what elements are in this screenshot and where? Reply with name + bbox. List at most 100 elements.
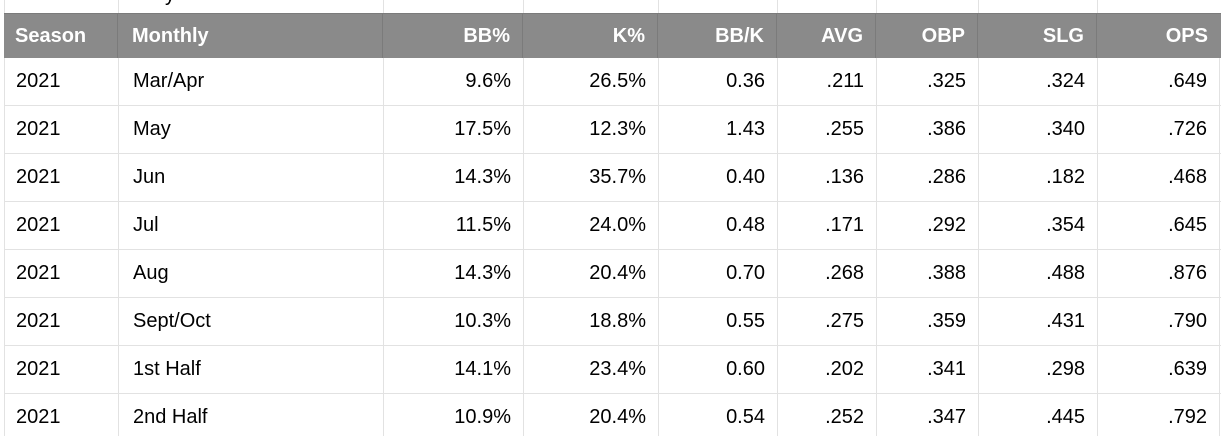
cell-bb_pct: 17.5% xyxy=(383,106,523,153)
clipped-cell xyxy=(118,0,383,13)
cell-ops: .876 xyxy=(1097,250,1220,297)
cell-bb_pct: 14.1% xyxy=(383,346,523,393)
cell-season: 2021 xyxy=(4,154,118,201)
cell-k_pct: 35.7% xyxy=(523,154,658,201)
cell-bb_k: 0.55 xyxy=(658,298,777,345)
clipped-cell xyxy=(4,0,118,13)
cell-slg: .182 xyxy=(978,154,1097,201)
cell-season: 2021 xyxy=(4,394,118,436)
cell-k_pct: 26.5% xyxy=(523,58,658,105)
cell-season: 2021 xyxy=(4,250,118,297)
cell-monthly: Jun xyxy=(118,154,383,201)
cell-bb_k: 0.70 xyxy=(658,250,777,297)
table-row: 2021 Sept/Oct 10.3% 18.8% 0.55.275.359.431.7… xyxy=(4,298,1221,346)
cell-ops: .726 xyxy=(1097,106,1220,153)
cell-ops: .790 xyxy=(1097,298,1220,345)
cell-monthly: 1st Half xyxy=(118,346,383,393)
cell-obp: .388 xyxy=(876,250,978,297)
table-row: 2021 2nd Half 10.9% 20.4% 0.54.252.347.445.7… xyxy=(4,394,1221,436)
cell-avg: .255 xyxy=(777,106,876,153)
cell-monthly: Sept/Oct xyxy=(118,298,383,345)
cell-obp: .286 xyxy=(876,154,978,201)
table-row: 2021 Mar/Apr 9.6% 26.5% 0.36.211.325.324.649 xyxy=(4,58,1221,106)
clipped-cell xyxy=(876,0,978,13)
header-cell-monthly[interactable]: Monthly xyxy=(118,14,383,58)
table-header-row: Season Monthly BB% K% BB/K AVG OBP SLG OPS xyxy=(4,13,1221,58)
table-body: 2021 Mar/Apr 9.6% 26.5% 0.36.211.325.324.649… xyxy=(4,58,1221,436)
cell-bb_pct: 14.3% xyxy=(383,154,523,201)
cell-k_pct: 18.8% xyxy=(523,298,658,345)
cell-slg: .354 xyxy=(978,202,1097,249)
clipped-cell xyxy=(1097,0,1220,13)
header-cell-bb_pct[interactable]: BB% xyxy=(383,14,523,58)
cell-monthly: Aug xyxy=(118,250,383,297)
cell-slg: .431 xyxy=(978,298,1097,345)
cell-bb_k: 0.60 xyxy=(658,346,777,393)
cell-k_pct: 12.3% xyxy=(523,106,658,153)
cell-bb_k: 0.54 xyxy=(658,394,777,436)
cell-k_pct: 23.4% xyxy=(523,346,658,393)
clipped-text-fragment: y xyxy=(165,0,175,7)
clipped-cell xyxy=(658,0,777,13)
cell-monthly: Mar/Apr xyxy=(118,58,383,105)
header-cell-ops[interactable]: OPS xyxy=(1165,24,1208,47)
cell-season: 2021 xyxy=(4,346,118,393)
header-cell-obp[interactable]: OBP xyxy=(876,14,978,58)
header-cell-slg[interactable]: SLG xyxy=(978,14,1097,58)
cell-bb_pct: 10.9% xyxy=(383,394,523,436)
table-row: 2021 Jun 14.3% 35.7% 0.40.136.286.182.468 xyxy=(4,154,1221,202)
clipped-cell xyxy=(523,0,658,13)
table-row: 2021 1st Half 14.1% 23.4% 0.60.202.341.298.6… xyxy=(4,346,1221,394)
header-cell-season[interactable]: Season xyxy=(4,14,118,58)
clipped-cell xyxy=(978,0,1097,13)
cell-bb_k: 0.48 xyxy=(658,202,777,249)
cell-bb_k: 1.43 xyxy=(658,106,777,153)
table-row: 2021 May 17.5% 12.3% 1.43.255.386.340.726 xyxy=(4,106,1221,154)
header-cell-k_pct[interactable]: K% xyxy=(523,14,658,58)
cell-season: 2021 xyxy=(4,58,118,105)
cell-bb_pct: 9.6% xyxy=(383,58,523,105)
cell-avg: .211 xyxy=(777,58,876,105)
header-cell-bb_k[interactable]: BB/K xyxy=(658,14,777,58)
cell-bb_k: 0.36 xyxy=(658,58,777,105)
cell-avg: .171 xyxy=(777,202,876,249)
cell-slg: .324 xyxy=(978,58,1097,105)
cell-ops: .649 xyxy=(1097,58,1220,105)
cell-avg: .252 xyxy=(777,394,876,436)
cell-obp: .347 xyxy=(876,394,978,436)
cell-monthly: 2nd Half xyxy=(118,394,383,436)
header-cell-avg[interactable]: AVG xyxy=(777,14,876,58)
cell-k_pct: 20.4% xyxy=(523,250,658,297)
table-row: 2021 Jul 11.5% 24.0% 0.48.171.292.354.645 xyxy=(4,202,1221,250)
cell-obp: .386 xyxy=(876,106,978,153)
cell-avg: .268 xyxy=(777,250,876,297)
cell-bb_pct: 11.5% xyxy=(383,202,523,249)
cell-bb_k: 0.40 xyxy=(658,154,777,201)
cell-ops: .645 xyxy=(1097,202,1220,249)
cell-slg: .298 xyxy=(978,346,1097,393)
cell-obp: .325 xyxy=(876,58,978,105)
cell-ops: .468 xyxy=(1097,154,1220,201)
cell-avg: .136 xyxy=(777,154,876,201)
clipped-cell xyxy=(777,0,876,13)
cell-slg: .488 xyxy=(978,250,1097,297)
cell-season: 2021 xyxy=(4,298,118,345)
cell-obp: .341 xyxy=(876,346,978,393)
clipped-cell xyxy=(383,0,523,13)
cell-slg: .340 xyxy=(978,106,1097,153)
cell-obp: .292 xyxy=(876,202,978,249)
cell-season: 2021 xyxy=(4,106,118,153)
cell-bb_pct: 10.3% xyxy=(383,298,523,345)
cell-monthly: May xyxy=(118,106,383,153)
cell-avg: .202 xyxy=(777,346,876,393)
cell-k_pct: 24.0% xyxy=(523,202,658,249)
clipped-row-above: y xyxy=(4,0,1221,13)
cell-slg: .445 xyxy=(978,394,1097,436)
cell-ops: .639 xyxy=(1097,346,1220,393)
cell-ops: .792 xyxy=(1097,394,1220,436)
cell-obp: .359 xyxy=(876,298,978,345)
cell-season: 2021 xyxy=(4,202,118,249)
cell-monthly: Jul xyxy=(118,202,383,249)
cell-bb_pct: 14.3% xyxy=(383,250,523,297)
